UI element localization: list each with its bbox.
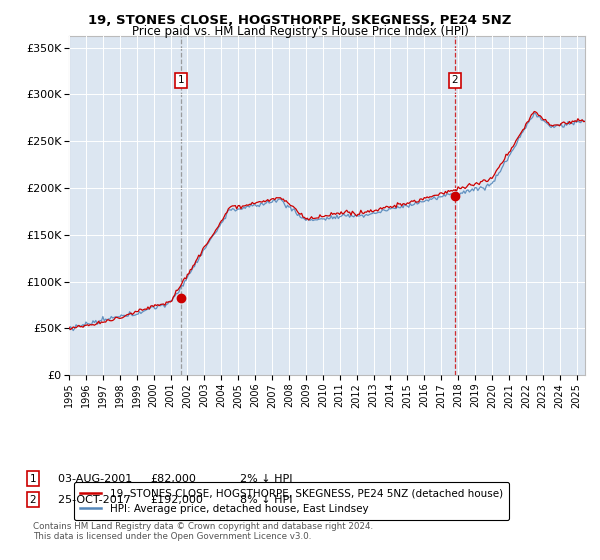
- Text: Price paid vs. HM Land Registry's House Price Index (HPI): Price paid vs. HM Land Registry's House …: [131, 25, 469, 38]
- Text: 2% ↓ HPI: 2% ↓ HPI: [240, 474, 293, 484]
- Text: 1: 1: [178, 76, 184, 85]
- Text: 8% ↓ HPI: 8% ↓ HPI: [240, 494, 293, 505]
- Text: £192,000: £192,000: [150, 494, 203, 505]
- Text: 03-AUG-2001: 03-AUG-2001: [51, 474, 132, 484]
- Text: 2: 2: [451, 76, 458, 85]
- Text: £82,000: £82,000: [150, 474, 196, 484]
- Text: 25-OCT-2017: 25-OCT-2017: [51, 494, 131, 505]
- Text: 2: 2: [29, 494, 37, 505]
- Text: Contains HM Land Registry data © Crown copyright and database right 2024.
This d: Contains HM Land Registry data © Crown c…: [33, 522, 373, 542]
- Legend: 19, STONES CLOSE, HOGSTHORPE, SKEGNESS, PE24 5NZ (detached house), HPI: Average : 19, STONES CLOSE, HOGSTHORPE, SKEGNESS, …: [74, 482, 509, 520]
- Text: 19, STONES CLOSE, HOGSTHORPE, SKEGNESS, PE24 5NZ: 19, STONES CLOSE, HOGSTHORPE, SKEGNESS, …: [88, 14, 512, 27]
- Text: 1: 1: [29, 474, 37, 484]
